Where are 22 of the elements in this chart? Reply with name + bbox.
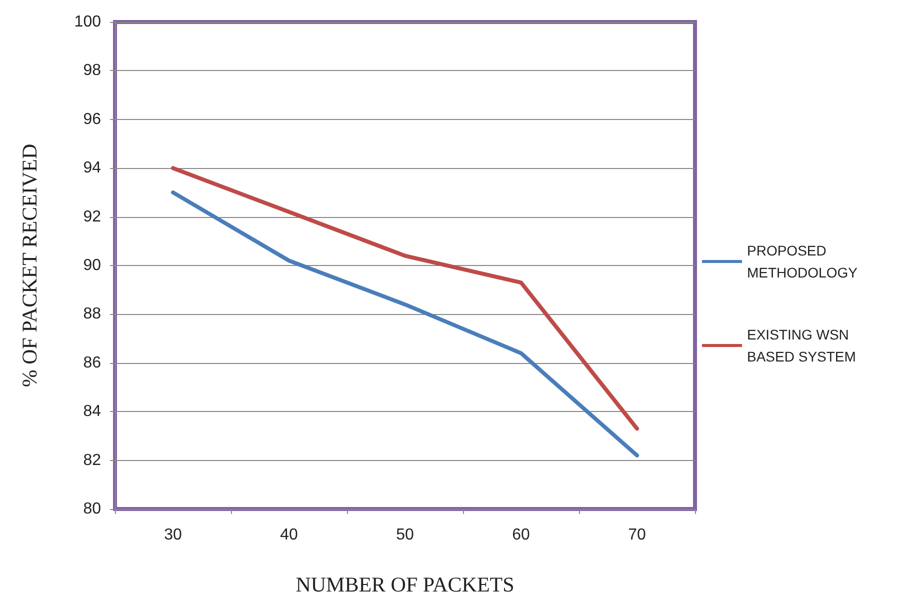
y-tick-label: 88: [83, 306, 102, 323]
y-tick-label: 100: [74, 14, 102, 30]
line-series: [171, 190, 639, 458]
x-tick-label: 50: [396, 526, 414, 544]
y-tick-label: 98: [83, 62, 102, 80]
legend-label: PROPOSED METHODOLOGY: [747, 242, 858, 280]
x-tick-label: 70: [628, 526, 646, 544]
y-tick-label: 96: [83, 110, 102, 128]
y-tick-label: 80: [83, 500, 102, 518]
x-tick-label: 40: [280, 526, 298, 544]
x-tick-label: 60: [512, 526, 530, 544]
y-tick-label: 94: [83, 160, 102, 177]
y-tick-label: 84: [83, 403, 102, 420]
x-axis-title: NUMBER OF PACKETS: [296, 572, 514, 596]
x-tick-label: 30: [164, 526, 182, 544]
y-axis-title: % OF PACKET RECEIVED: [18, 144, 42, 388]
y-tick-label: 90: [83, 257, 102, 274]
line-series: [171, 166, 639, 431]
legend-label: EXISTING WSN BASED SYSTEM: [747, 326, 856, 364]
y-tick-label: 82: [83, 452, 102, 469]
y-tick-label: 92: [83, 208, 102, 226]
y-tick-label: 86: [83, 354, 102, 372]
